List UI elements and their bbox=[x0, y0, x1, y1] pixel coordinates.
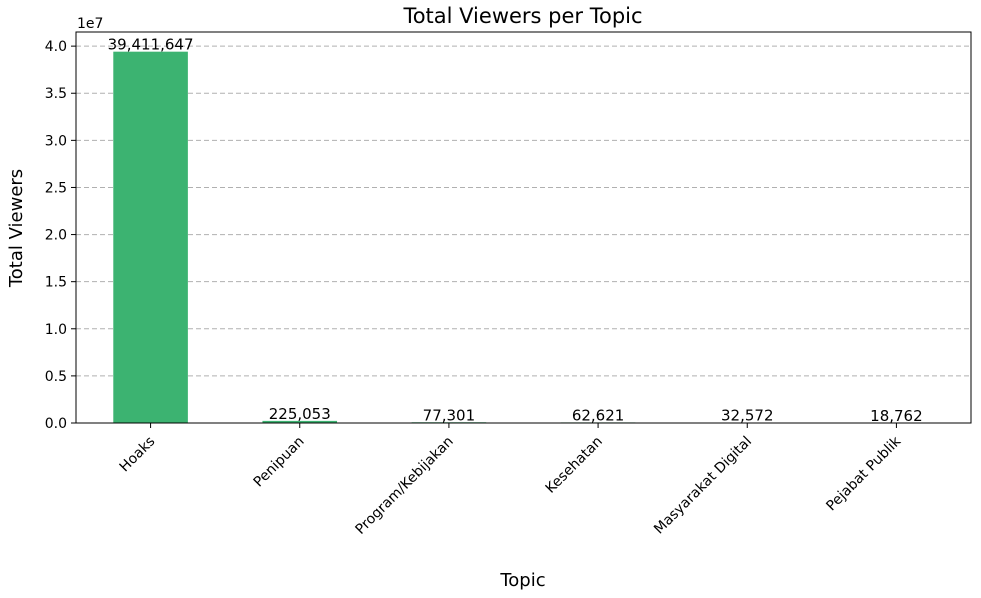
y-tick-label: 1.0 bbox=[45, 322, 67, 338]
x-axis-ticks: Hoaks Penipuan Program/Kebijakan Kesehatan M… bbox=[117, 423, 905, 538]
y-tick-label: 0.5 bbox=[45, 369, 67, 385]
x-tick-label: Kesehatan bbox=[543, 434, 606, 497]
bar-data-label: 77,301 bbox=[423, 406, 476, 424]
y-tick-label: 2.5 bbox=[45, 180, 67, 196]
bar-data-labels: 39,411,647 225,053 77,301 62,621 32,572 18,76… bbox=[108, 36, 923, 425]
x-tick-label: Pejabat Publik bbox=[823, 433, 904, 514]
x-tick-label: Hoaks bbox=[117, 434, 159, 476]
bar-data-label: 62,621 bbox=[572, 406, 625, 424]
bars bbox=[113, 51, 934, 423]
x-axis-label: Topic bbox=[499, 570, 545, 591]
bar-data-label: 225,053 bbox=[269, 405, 331, 423]
y-tick-label: 1.5 bbox=[45, 275, 67, 291]
y-tick-label: 3.0 bbox=[45, 133, 67, 149]
bar-data-label: 39,411,647 bbox=[108, 36, 194, 54]
plot-frame bbox=[75, 31, 972, 424]
y-tick-label: 2.0 bbox=[45, 228, 67, 244]
y-offset-text: 1e7 bbox=[77, 16, 103, 32]
y-tick-label: 3.5 bbox=[45, 86, 67, 102]
x-tick-label: Penipuan bbox=[251, 434, 308, 491]
x-tick-label: Program/Kebijakan bbox=[352, 434, 456, 538]
bar-data-label: 32,572 bbox=[721, 407, 774, 425]
bar-data-label: 18,762 bbox=[870, 407, 923, 425]
bar bbox=[262, 420, 338, 423]
grid-lines bbox=[76, 45, 971, 377]
chart-title: Total Viewers per Topic bbox=[402, 4, 642, 28]
bar bbox=[113, 51, 188, 423]
y-tick-label: 0.0 bbox=[45, 416, 67, 432]
y-tick-label: 4.0 bbox=[45, 39, 67, 55]
y-axis-ticks: 0.0 0.5 1.0 1.5 2.0 2.5 3.0 3.5 4.0 bbox=[45, 39, 76, 432]
y-axis-label: Total Viewers bbox=[6, 169, 27, 288]
x-tick-label: Masyarakat Digital bbox=[651, 434, 755, 538]
